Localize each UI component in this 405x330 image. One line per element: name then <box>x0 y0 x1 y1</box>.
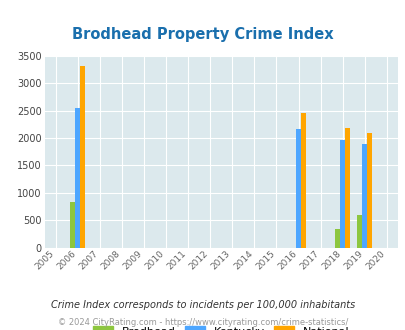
Bar <box>361 144 366 248</box>
Bar <box>80 66 85 248</box>
Text: Brodhead Property Crime Index: Brodhead Property Crime Index <box>72 27 333 42</box>
Bar <box>335 229 339 248</box>
Bar <box>300 113 305 248</box>
Bar <box>366 133 371 248</box>
Bar <box>295 129 300 248</box>
Bar <box>356 215 361 248</box>
Bar <box>70 202 75 248</box>
Bar <box>339 140 344 248</box>
Text: Crime Index corresponds to incidents per 100,000 inhabitants: Crime Index corresponds to incidents per… <box>51 300 354 310</box>
Text: © 2024 CityRating.com - https://www.cityrating.com/crime-statistics/: © 2024 CityRating.com - https://www.city… <box>58 318 347 327</box>
Bar <box>75 108 80 248</box>
Bar <box>344 128 349 248</box>
Legend: Brodhead, Kentucky, National: Brodhead, Kentucky, National <box>93 326 348 330</box>
